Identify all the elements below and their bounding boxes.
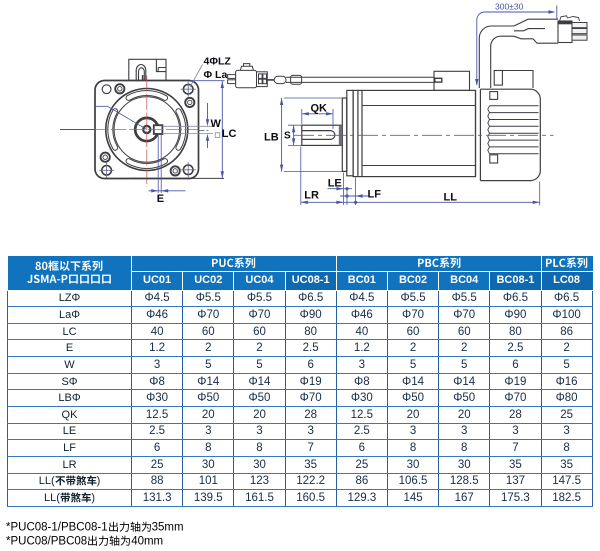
svg-text:W: W (211, 118, 222, 130)
svg-text:300±30: 300±30 (495, 2, 524, 12)
svg-text:LE: LE (328, 177, 342, 189)
svg-text:E: E (157, 193, 164, 205)
svg-text:S: S (284, 131, 291, 142)
svg-text:LB: LB (264, 132, 279, 144)
svg-text:4ΦLZ: 4ΦLZ (204, 56, 232, 68)
svg-text:Φ La: Φ La (204, 69, 228, 81)
svg-text:LL: LL (444, 191, 458, 203)
svg-text:QK: QK (311, 102, 328, 114)
svg-text:LR: LR (304, 190, 319, 202)
svg-text:LF: LF (368, 188, 382, 200)
svg-text:LC: LC (222, 128, 237, 140)
